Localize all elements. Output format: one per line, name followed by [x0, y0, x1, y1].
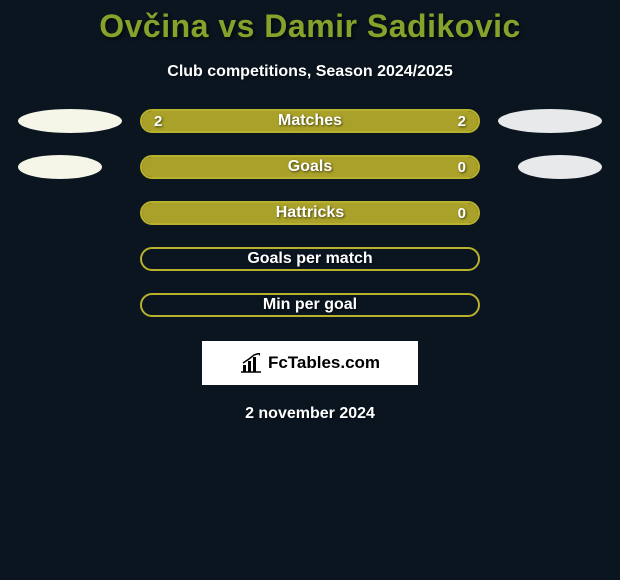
stat-value-left: 2	[154, 111, 162, 131]
subtitle: Club competitions, Season 2024/2025	[0, 63, 620, 81]
stat-row: Min per goal	[10, 293, 610, 317]
stat-value-right: 2	[458, 111, 466, 131]
stat-label: Matches	[142, 111, 478, 131]
stat-value-right: 0	[458, 203, 466, 223]
brand-badge: FcTables.com	[202, 341, 418, 385]
page-title: Ovčina vs Damir Sadikovic	[0, 8, 620, 45]
stat-row: Hattricks0	[10, 201, 610, 225]
stat-label: Goals	[142, 157, 478, 177]
player-right-ellipse	[498, 109, 602, 133]
stat-bar: Goals0	[140, 155, 480, 179]
player-left-ellipse	[18, 155, 102, 179]
stat-bar: Matches2 2	[140, 109, 480, 133]
date-text: 2 november 2024	[0, 405, 620, 423]
stat-value-right: 0	[458, 157, 466, 177]
stat-bar: Min per goal	[140, 293, 480, 317]
stat-bar: Hattricks0	[140, 201, 480, 225]
stat-row: Matches2 2	[10, 109, 610, 133]
player-left-ellipse	[18, 109, 122, 133]
stat-row: Goals0	[10, 155, 610, 179]
bar-stats-icon	[240, 353, 262, 373]
stat-label: Goals per match	[142, 249, 478, 269]
stat-bar: Goals per match	[140, 247, 480, 271]
brand-text: FcTables.com	[268, 353, 380, 373]
comparison-card: Ovčina vs Damir Sadikovic Club competiti…	[0, 0, 620, 423]
stat-row: Goals per match	[10, 247, 610, 271]
stat-rows: Matches22Goals0Hattricks0Goals per match…	[0, 109, 620, 317]
stat-label: Min per goal	[142, 295, 478, 315]
player-right-ellipse	[518, 155, 602, 179]
stat-label: Hattricks	[142, 203, 478, 223]
